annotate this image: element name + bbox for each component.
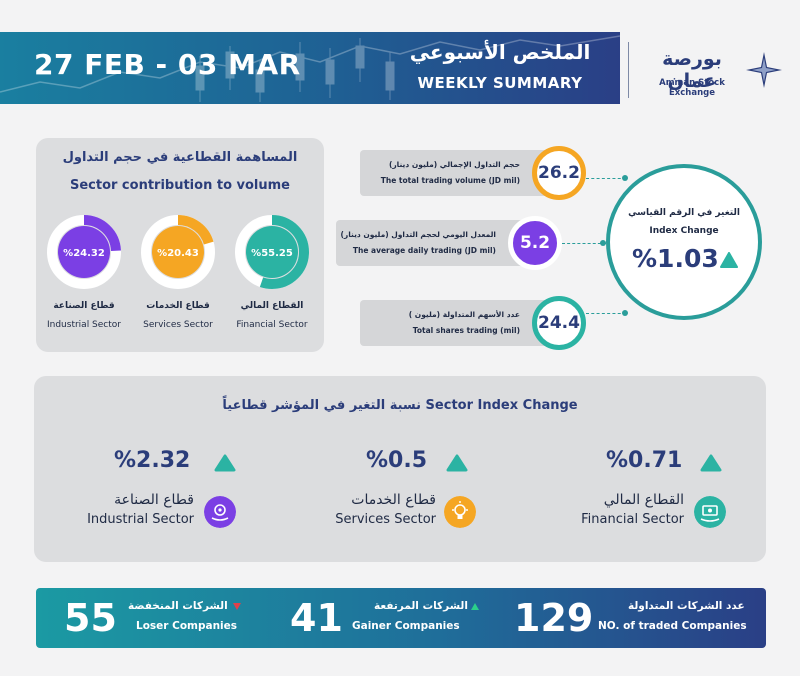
donut-label-services-en: Services Sector [143,320,213,330]
stat-total-shares-label-en: Total shares trading (mil) [412,326,520,335]
stat-average-daily-label-ar: المعدل اليومي لحجم التداول (مليون دينار) [340,230,496,239]
connector-line [586,313,626,314]
up-arrow-icon [720,252,738,268]
gainer-companies-label-ar: الشركات المرتفعة [374,600,468,612]
title-arabic: الملخص الأسبوعي [409,40,591,64]
sector-index-financial-name-ar: القطاع المالي [603,492,684,508]
stat-average-daily-label-en: The average daily trading (JD mil) [352,246,496,255]
donut-label-services-ar: قطاع الخدمات [146,301,210,311]
traded-companies-label-ar: عدد الشركات المتداولة [628,600,745,612]
donut-value-financial: %55.25 [251,248,293,259]
logo-star-icon [746,52,782,88]
lightbulb-icon [444,496,476,528]
date-range: 27 FEB - 03 MAR [34,48,301,81]
up-arrow-icon [471,603,479,610]
index-change-circle: التغير في الرقم القياسي Index Change %1.… [606,164,762,320]
connector-line [586,178,626,179]
connector-dot [622,175,628,181]
donut-industrial: %24.32 [47,215,121,289]
loser-companies-label-en: Loser Companies [136,620,238,632]
stat-total-shares-label-ar: عدد الأسهم المتداولة (مليون ) [408,310,520,319]
donut-financial: %55.25 [235,215,309,289]
donut-value-services: %20.43 [157,248,199,259]
logo-text-english: Amman Stock Exchange [659,78,725,98]
traded-companies-label-en: NO. of traded Companies [598,620,747,632]
logo-text-arabic: بورصة عمان [662,48,722,92]
index-change-label-ar: التغير في الرقم القياسي [628,208,740,218]
contribution-title-english: Sector contribution to volume [69,178,291,193]
logo-divider [628,42,629,98]
sector-index-industrial-name-ar: قطاع الصناعة [114,492,194,508]
stat-total-shares-value: 24.4 [532,296,586,350]
donut-label-financial-ar: القطاع المالي [240,301,304,311]
connector-dot [600,240,606,246]
sector-index-services-value: %0.5 [366,448,428,473]
contribution-title-arabic: المساهمة القطاعية في حجم التداول [62,150,298,165]
sector-index-change-panel: نسبة التغير في المؤشر قطاعياً Sector Ind… [34,376,766,562]
up-arrow-icon [700,454,722,472]
stat-total-volume-label-ar: حجم التداول الإجمالي (مليون دينار) [388,160,520,169]
index-change-label-en: Index Change [649,226,719,236]
header: 27 FEB - 03 MAR الملخص الأسبوعي WEEKLY S… [0,0,800,130]
stat-total-volume-label-en: The total trading volume (JD mil) [380,176,520,185]
footer-banner: 55 الشركات المنخفضة Loser Companies 41 ا… [36,588,766,648]
donut-label-financial-en: Financial Sector [236,320,308,330]
index-change-value: %1.03 [632,244,719,273]
stat-total-volume-value: 26.2 [532,146,586,200]
sector-index-financial-value: %0.71 [606,448,683,473]
gainer-companies-count: 41 [290,596,343,640]
donut-services: %20.43 [141,215,215,289]
gear-hand-icon [204,496,236,528]
stat-average-daily-value: 5.2 [508,216,562,270]
donut-label-industrial-ar: قطاع الصناعة [53,301,115,311]
sector-contribution-panel: المساهمة القطاعية في حجم التداول Sector … [36,138,324,352]
header-banner [0,32,620,104]
sector-index-industrial-value: %2.32 [114,448,191,473]
sector-index-services-name-en: Services Sector [335,512,436,527]
connector-line [562,243,606,244]
sector-index-title: نسبة التغير في المؤشر قطاعياً Sector Ind… [222,398,578,413]
loser-companies-count: 55 [64,596,117,640]
gainer-companies-label-en: Gainer Companies [352,620,460,632]
sector-index-services-name-ar: قطاع الخدمات [351,492,436,508]
sector-index-financial-name-en: Financial Sector [581,512,684,527]
money-hand-icon [694,496,726,528]
donut-label-industrial-en: Industrial Sector [46,320,121,330]
down-arrow-icon [233,603,241,610]
connector-dot [622,310,628,316]
sector-index-industrial-name-en: Industrial Sector [87,512,194,527]
donut-value-industrial: %24.32 [63,248,105,259]
traded-companies-count: 129 [514,596,594,640]
loser-companies-label-ar: الشركات المنخفضة [128,600,228,612]
candlestick-background [0,35,620,102]
title-english: WEEKLY SUMMARY [417,74,583,92]
up-arrow-icon [214,454,236,472]
up-arrow-icon [446,454,468,472]
